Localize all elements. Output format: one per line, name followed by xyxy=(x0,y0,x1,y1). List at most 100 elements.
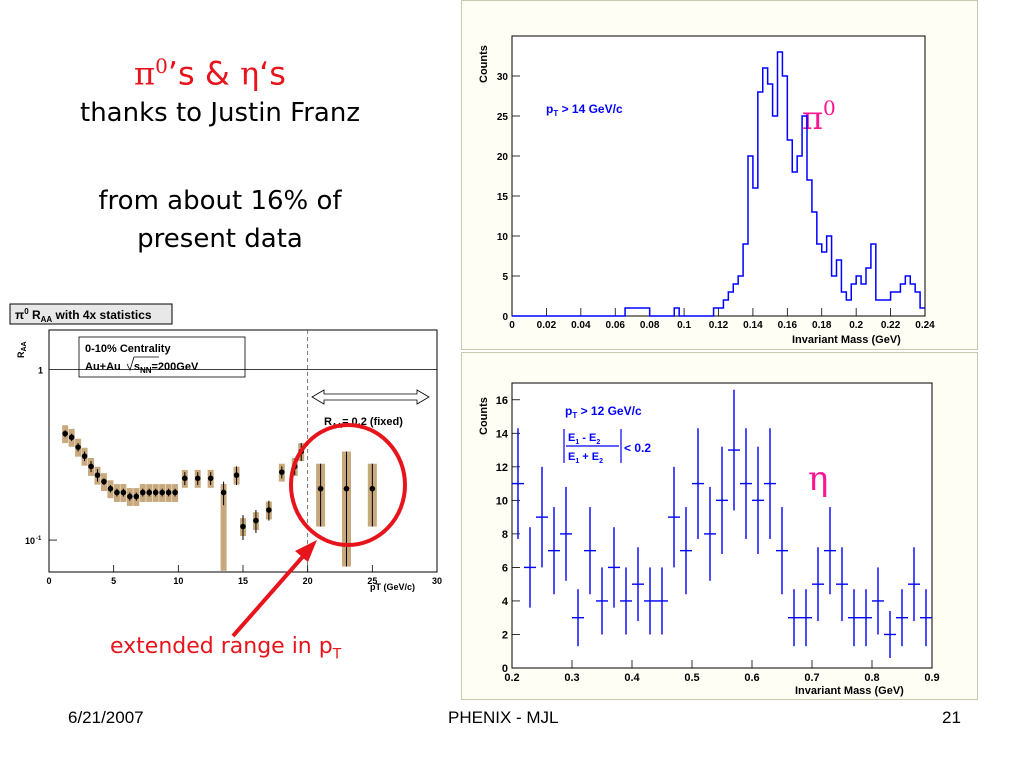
slide-subtitle: thanks to Justin Franz xyxy=(80,98,360,128)
raa-point xyxy=(94,472,101,478)
slide-title: π0’s & η‘s xyxy=(40,48,380,92)
raa-xtick-label: 25 xyxy=(367,576,377,586)
pi0-cut-label: pT > 14 GeV/c xyxy=(546,102,623,118)
raa-point xyxy=(317,485,324,492)
eta-ytick-label: 16 xyxy=(496,395,508,407)
raa-point xyxy=(88,463,94,470)
eta-xtick-label: 0.4 xyxy=(624,672,640,684)
title-eta: η xyxy=(239,54,260,93)
raa-point xyxy=(146,489,153,496)
raa-point xyxy=(107,485,114,492)
note-line-2: present data xyxy=(137,224,303,254)
pi0-xlabel: Invariant Mass (GeV) xyxy=(792,334,901,346)
raa-point xyxy=(75,444,81,450)
raa-range-arrow xyxy=(311,389,430,405)
raa-point xyxy=(152,489,159,496)
raa-title: π0 RAA with 4x statistics xyxy=(15,307,152,324)
title-mid: ’s & xyxy=(167,54,240,93)
pi0-histogram-line xyxy=(512,51,925,317)
raa-point xyxy=(120,489,127,496)
pi0-xtick-label: 0.1 xyxy=(677,320,691,331)
title-pi-sup: 0 xyxy=(155,54,168,78)
raa-chart: π0 RAA with 4x statistics RAA 0-10% Cent… xyxy=(6,300,446,600)
pi0-ylabel: Counts xyxy=(478,45,490,83)
pi0-xtick-label: 0.22 xyxy=(881,320,901,331)
pi0-ytick-label: 25 xyxy=(497,112,509,123)
raa-ytick-label: 10 xyxy=(25,536,35,546)
eta-xtick-label: 0.9 xyxy=(924,672,939,684)
eta-asym-denominator: E1 + E2 xyxy=(568,451,603,465)
eta-ylabel: Counts xyxy=(478,397,490,435)
raa-point xyxy=(220,489,227,496)
footer-center: PHENIX - MJL xyxy=(448,708,559,727)
raa-point xyxy=(194,475,201,482)
eta-panel: Counts Invariant Mass (GeV) pT > 12 GeV/… xyxy=(461,352,978,700)
raa-point xyxy=(369,485,376,492)
extended-range-label: extended range in pT xyxy=(110,634,342,663)
eta-ytick-label: 10 xyxy=(496,495,508,507)
raa-point xyxy=(207,475,214,482)
raa-point xyxy=(233,472,240,478)
pi0-chart: Counts Invariant Mass (GeV) pT > 14 GeV/… xyxy=(478,35,935,346)
eta-particle-label: η xyxy=(808,459,828,499)
raa-point xyxy=(114,489,120,496)
eta-xtick-label: 0.7 xyxy=(804,672,819,684)
eta-xtick-label: 0.8 xyxy=(864,672,879,684)
pi0-frame xyxy=(511,35,926,317)
raa-point xyxy=(291,463,298,470)
title-pi: π xyxy=(134,54,156,93)
raa-point xyxy=(298,448,305,455)
pi0-xtick-label: 0.18 xyxy=(812,320,832,331)
pi0-ytick-label: 10 xyxy=(497,232,509,243)
raa-ylabel: RAA xyxy=(16,341,28,358)
eta-ytick-label: 12 xyxy=(496,462,508,474)
raa-point xyxy=(182,475,188,482)
raa-title-box xyxy=(9,303,173,325)
raa-xlabel: pT (GeV/c) xyxy=(370,582,415,592)
pi0-panel: Counts Invariant Mass (GeV) pT > 14 GeV/… xyxy=(461,0,978,350)
eta-xtick-label: 0.2 xyxy=(504,672,519,684)
pi0-ytick-label: 15 xyxy=(497,192,509,203)
raa-point xyxy=(133,493,140,500)
eta-ytick-label: 6 xyxy=(502,562,508,574)
eta-xtick-label: 0.6 xyxy=(744,672,759,684)
raa-centrality: 0-10% Centrality xyxy=(85,343,171,355)
raa-point xyxy=(139,489,146,496)
pi0-xtick-label: 0.14 xyxy=(743,320,763,331)
raa-point xyxy=(101,478,107,485)
eta-xtick-label: 0.5 xyxy=(684,672,699,684)
pi0-xtick-label: 0.2 xyxy=(849,320,863,331)
pi0-xtick-label: 0.12 xyxy=(709,320,729,331)
pi0-xtick-label: 0.02 xyxy=(537,320,557,331)
raa-point xyxy=(68,434,75,441)
eta-chart: Counts Invariant Mass (GeV) pT > 12 GeV/… xyxy=(478,382,940,697)
eta-ytick-label: 4 xyxy=(502,596,509,608)
raa-xtick-label: 20 xyxy=(303,576,313,586)
eta-xtick-label: 0.3 xyxy=(564,672,579,684)
sqrt-sign xyxy=(126,356,159,372)
eta-asym-numerator: E1 - E2 xyxy=(568,432,600,446)
eta-cut-label: pT > 12 GeV/c xyxy=(565,404,642,420)
pi0-ytick-label: 20 xyxy=(497,152,509,163)
raa-system: Au+Au sNN=200GeV xyxy=(85,361,199,375)
footer-page: 21 xyxy=(942,708,961,727)
raa-point xyxy=(165,489,172,496)
raa-point xyxy=(253,517,259,524)
pi0-ytick-label: 5 xyxy=(502,272,508,283)
pi0-xtick-label: 0.24 xyxy=(915,320,935,331)
pi0-xtick-label: 0.08 xyxy=(640,320,660,331)
raa-annotation-box xyxy=(78,336,246,378)
raa-ytick-exponent: -1 xyxy=(36,536,42,542)
raa-point xyxy=(343,485,350,492)
eta-ytick-label: 0 xyxy=(502,663,508,675)
footer-date: 6/21/2007 xyxy=(68,708,144,727)
note-line-1: from about 16% of xyxy=(98,186,342,216)
raa-point xyxy=(266,507,272,513)
raa-syst-box xyxy=(220,484,227,571)
pi0-xtick-label: 0.04 xyxy=(571,320,591,331)
eta-ytick-label: 2 xyxy=(502,629,508,641)
raa-ytick-label: 1 xyxy=(38,365,43,375)
pi0-ytick-label: 0 xyxy=(502,312,508,323)
raa-xtick-label: 10 xyxy=(173,576,183,586)
raa-point xyxy=(240,523,246,530)
